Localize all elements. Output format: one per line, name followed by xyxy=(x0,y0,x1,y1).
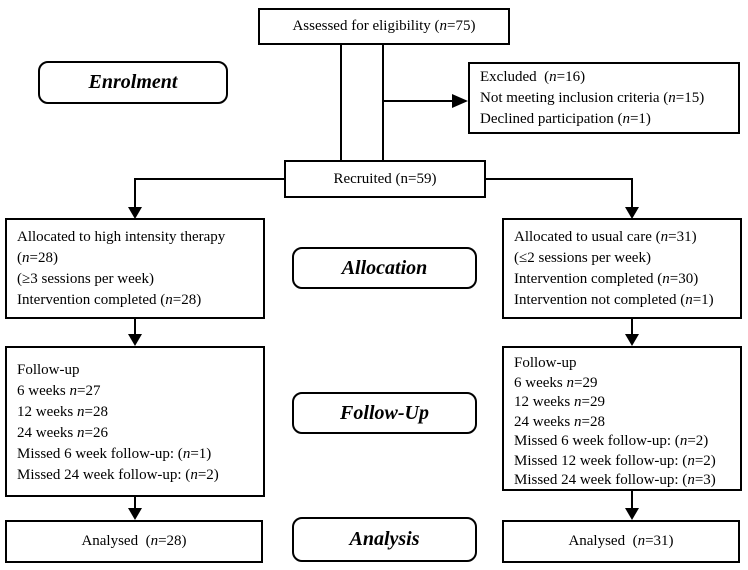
followup-line: Follow-up xyxy=(17,362,80,378)
followup-line: Missed 12 week follow-up: (n=2) xyxy=(514,452,716,469)
high-intensity-analysed-box: Analysed (n=28) xyxy=(5,520,263,563)
allocation-line: (n=28) xyxy=(17,250,58,266)
excluded-line: Excluded (n=16) xyxy=(480,69,586,85)
excluded-line: Not meeting inclusion criteria (n=15) xyxy=(480,90,705,106)
arrowhead-right-followup xyxy=(625,334,639,346)
stage-label-analysis-text: Analysis xyxy=(349,528,420,550)
stage-label-allocation-text: Allocation xyxy=(341,256,428,279)
followup-line: Follow-up xyxy=(514,355,577,371)
arrowhead-excluded xyxy=(452,94,468,108)
allocation-line: Intervention completed (n=30) xyxy=(514,271,699,287)
analysed-text: Analysed (n=31) xyxy=(568,533,674,549)
followup-line: 6 weeks n=29 xyxy=(514,374,598,391)
allocation-line: Allocated to high intensity therapy xyxy=(17,229,226,245)
stage-label-followup-text: Follow-Up xyxy=(340,401,429,424)
arrowhead-right-analysed xyxy=(625,508,639,520)
stage-label-allocation: Allocation xyxy=(292,247,477,289)
excluded-box: Excluded (n=16) Not meeting inclusion cr… xyxy=(468,62,740,134)
arrowhead-left-followup xyxy=(128,334,142,346)
allocation-line: Allocated to usual care (n=31) xyxy=(514,229,697,245)
connector-recruited-to-right-allocation xyxy=(486,178,633,208)
high-intensity-followup-box: Follow-up 6 weeks n=27 12 weeks n=28 24 … xyxy=(5,346,265,497)
assessed-eligibility-text: Assessed for eligibility (n=75) xyxy=(292,18,476,34)
stage-label-analysis: Analysis xyxy=(292,517,477,562)
followup-line: 6 weeks n=27 xyxy=(17,383,101,399)
recruited-box: Recruited (n=59) xyxy=(284,160,486,198)
followup-line: 12 weeks n=28 xyxy=(17,404,108,420)
allocation-line: (≥3 sessions per week) xyxy=(17,271,154,287)
high-intensity-allocation-box: Allocated to high intensity therapy (n=2… xyxy=(5,218,265,319)
followup-line: 24 weeks n=26 xyxy=(17,425,108,441)
usual-care-allocation-box: Allocated to usual care (n=31) (≤2 sessi… xyxy=(502,218,742,319)
followup-line: Missed 24 week follow-up: (n=2) xyxy=(17,467,219,483)
arrowhead-left-analysed xyxy=(128,508,142,520)
followup-line: Missed 6 week follow-up: (n=1) xyxy=(17,446,212,462)
allocation-line: Intervention not completed (n=1) xyxy=(514,292,714,308)
usual-care-followup-box: Follow-up 6 weeks n=29 12 weeks n=29 24 … xyxy=(502,346,742,491)
stage-label-enrolment: Enrolment xyxy=(38,61,228,104)
stage-label-enrolment-text: Enrolment xyxy=(88,71,178,93)
assessed-eligibility-box: Assessed for eligibility (n=75) xyxy=(258,8,510,45)
analysed-text: Analysed (n=28) xyxy=(81,533,187,549)
followup-line: 12 weeks n=29 xyxy=(514,394,605,410)
recruited-text: Recruited (n=59) xyxy=(333,170,437,187)
allocation-line: Intervention completed (n=28) xyxy=(17,292,202,308)
connector-recruited-to-left-allocation xyxy=(134,178,284,208)
usual-care-analysed-box: Analysed (n=31) xyxy=(502,520,740,563)
followup-line: Missed 24 week follow-up: (n=3) xyxy=(514,472,716,488)
excluded-line: Declined participation (n=1) xyxy=(480,111,651,127)
followup-line: 24 weeks n=28 xyxy=(514,413,605,430)
followup-line: Missed 6 week follow-up: (n=2) xyxy=(514,433,709,449)
allocation-line: (≤2 sessions per week) xyxy=(514,250,651,266)
stage-label-followup: Follow-Up xyxy=(292,392,477,434)
